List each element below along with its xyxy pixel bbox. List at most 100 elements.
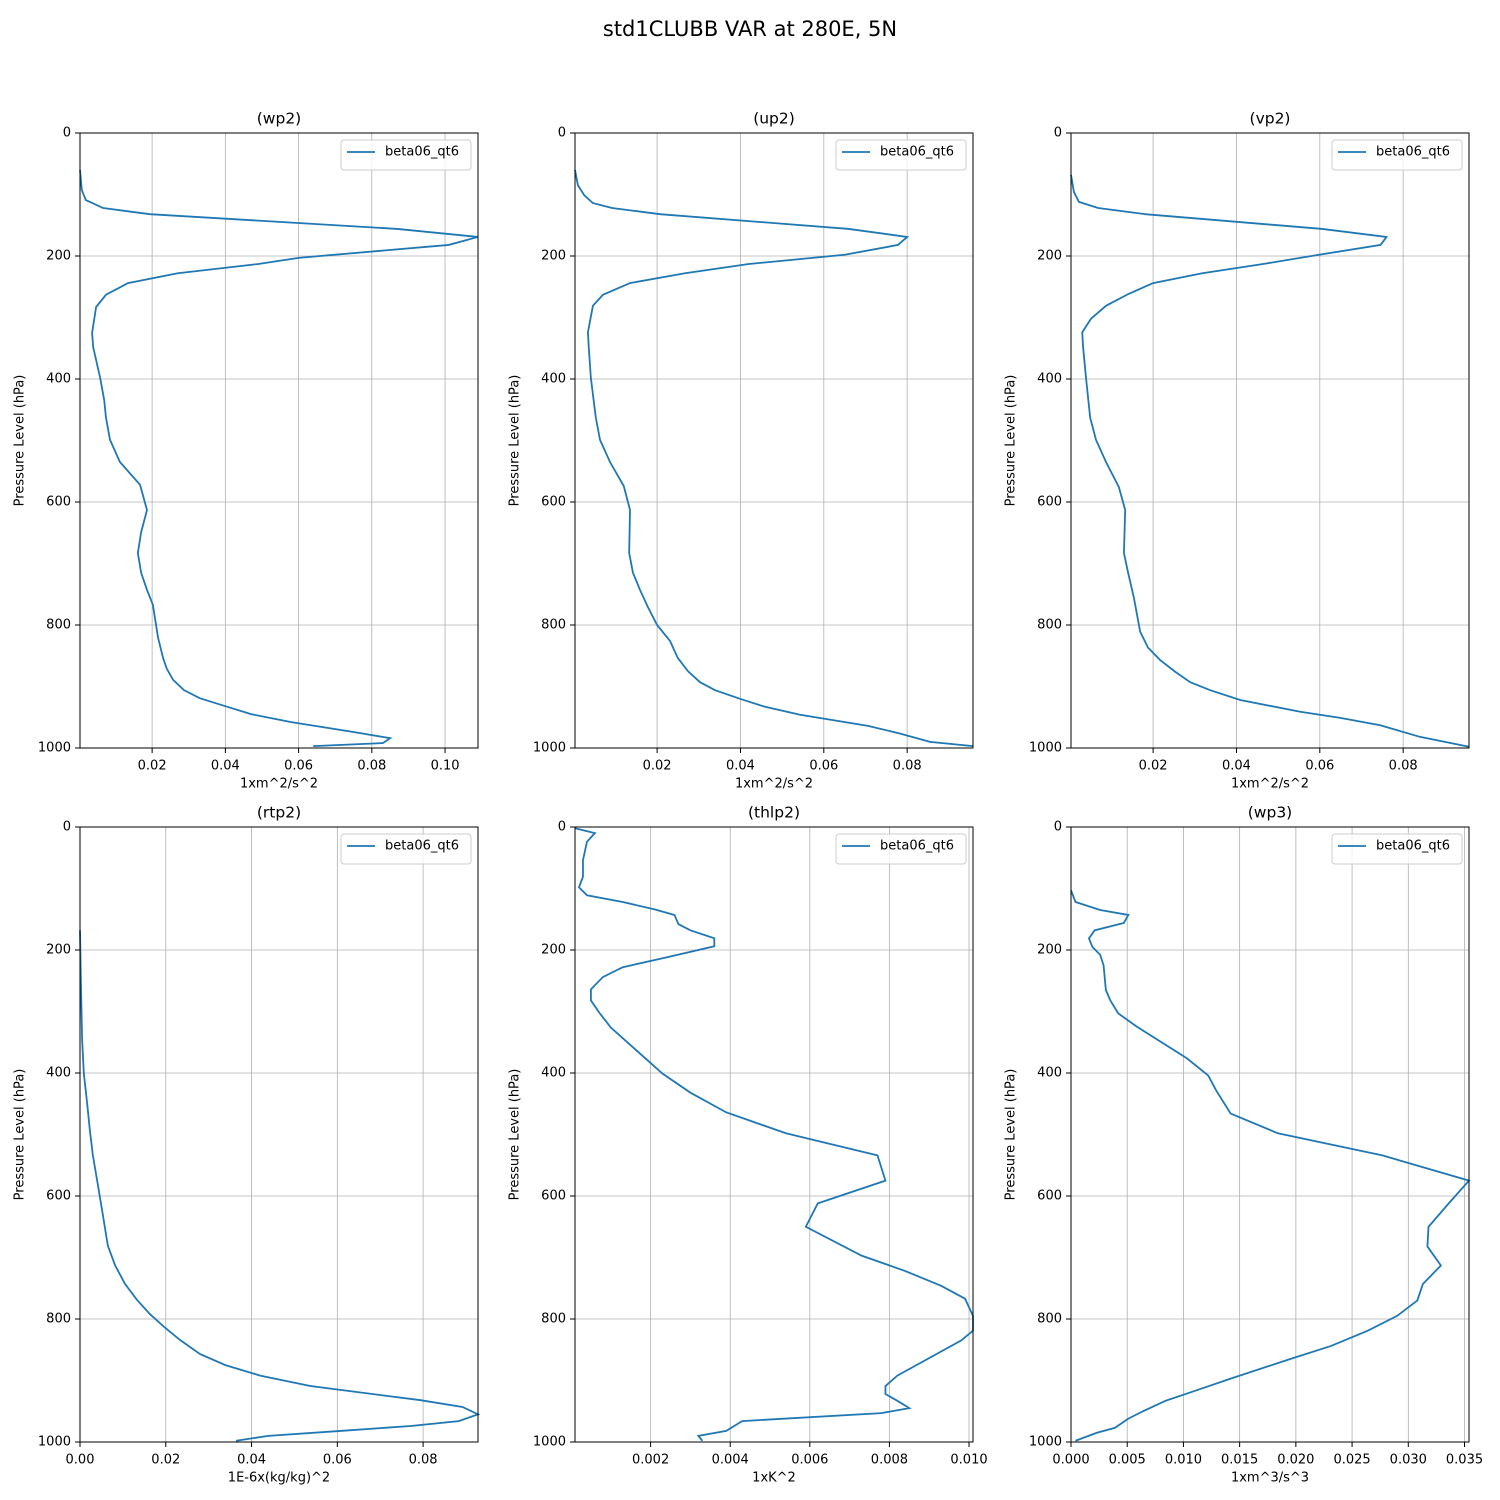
legend-label: beta06_qt6	[385, 839, 459, 854]
legend-label: beta06_qt6	[1376, 145, 1450, 160]
x-tick-label: 0.008	[871, 1453, 908, 1468]
x-tick-label: 0.025	[1333, 1453, 1370, 1468]
x-axis-label: 1xK^2	[752, 1471, 796, 1486]
y-tick-label: 400	[541, 1066, 566, 1081]
x-axis-label: 1xm^2/s^2	[1231, 777, 1309, 792]
data-line	[79, 930, 481, 1442]
figure-title: std1CLUBB VAR at 280E, 5N	[603, 17, 897, 41]
y-tick-label: 400	[1037, 1066, 1062, 1081]
y-tick-label: 0	[63, 126, 71, 141]
y-tick-label: 200	[541, 249, 566, 264]
y-axis-label: Pressure Level (hPa)	[13, 375, 28, 507]
x-tick-label: 0.04	[726, 759, 755, 774]
plot-frame	[574, 132, 974, 749]
y-tick-label: 0	[558, 126, 566, 141]
y-tick-label: 200	[46, 943, 71, 958]
subplot-title: (wp3)	[1248, 804, 1292, 822]
legend-box	[340, 139, 472, 171]
x-tick-label: 0.08	[1389, 759, 1418, 774]
legend-label: beta06_qt6	[880, 839, 954, 854]
x-tick-label: 0.06	[323, 1453, 352, 1468]
y-tick-label: 200	[1037, 249, 1062, 264]
x-tick-label: 0.06	[1305, 759, 1334, 774]
y-axis-label: Pressure Level (hPa)	[508, 375, 523, 507]
x-tick-label: 0.08	[893, 759, 922, 774]
y-tick-label: 0	[1054, 126, 1062, 141]
subplot-title: (vp2)	[1250, 110, 1291, 128]
x-axis-label: 1xm^2/s^2	[735, 777, 813, 792]
plot-frame	[1070, 826, 1470, 1443]
x-tick-label: 0.00	[66, 1453, 95, 1468]
x-tick-label: 0.02	[643, 759, 672, 774]
legend-box	[1331, 139, 1463, 171]
x-tick-label: 0.015	[1221, 1453, 1258, 1468]
x-axis-label: 1xm^3/s^3	[1231, 1471, 1309, 1486]
plot-frame	[79, 132, 479, 749]
plot-frame	[79, 826, 479, 1443]
y-tick-label: 600	[541, 1189, 566, 1204]
x-tick-label: 0.06	[809, 759, 838, 774]
y-axis-label: Pressure Level (hPa)	[508, 1069, 523, 1201]
y-axis-label: Pressure Level (hPa)	[13, 1069, 28, 1201]
y-axis-label: Pressure Level (hPa)	[1004, 1069, 1019, 1201]
y-tick-label: 200	[46, 249, 71, 264]
y-tick-label: 600	[46, 1189, 71, 1204]
legend-label: beta06_qt6	[1376, 839, 1450, 854]
y-tick-label: 200	[1037, 943, 1062, 958]
legend-box	[340, 833, 472, 865]
data-line	[1070, 890, 1471, 1442]
y-tick-label: 800	[1037, 1312, 1062, 1327]
y-tick-label: 800	[46, 618, 71, 633]
x-tick-label: 0.04	[237, 1453, 266, 1468]
data-line	[574, 827, 974, 1442]
y-tick-label: 0	[63, 820, 71, 835]
x-axis-label: 1E-6x(kg/kg)^2	[228, 1471, 330, 1486]
x-tick-label: 0.02	[138, 759, 167, 774]
y-tick-label: 1000	[38, 741, 71, 756]
x-tick-label: 0.004	[712, 1453, 749, 1468]
x-axis-label: 1xm^2/s^2	[240, 777, 318, 792]
data-line	[79, 169, 479, 748]
legend-box	[835, 139, 967, 171]
x-tick-label: 0.006	[791, 1453, 828, 1468]
subplot-title: (wp2)	[257, 110, 301, 128]
y-tick-label: 0	[558, 820, 566, 835]
plot-frame	[1070, 132, 1470, 749]
y-tick-label: 1000	[38, 1435, 71, 1450]
legend-label: beta06_qt6	[385, 145, 459, 160]
y-tick-label: 400	[541, 372, 566, 387]
x-tick-label: 0.02	[1139, 759, 1168, 774]
x-tick-label: 0.04	[211, 759, 240, 774]
x-tick-label: 0.035	[1446, 1453, 1483, 1468]
y-tick-label: 600	[46, 495, 71, 510]
y-tick-label: 1000	[1029, 741, 1062, 756]
x-tick-label: 0.030	[1390, 1453, 1427, 1468]
legend-box	[835, 833, 967, 865]
x-tick-label: 0.06	[284, 759, 313, 774]
y-tick-label: 600	[1037, 1189, 1062, 1204]
data-line	[1070, 174, 1470, 748]
data-line	[574, 169, 974, 748]
x-tick-label: 0.005	[1109, 1453, 1146, 1468]
y-tick-label: 1000	[1029, 1435, 1062, 1450]
y-tick-label: 600	[541, 495, 566, 510]
y-axis-label: Pressure Level (hPa)	[1004, 375, 1019, 507]
y-tick-label: 1000	[533, 1435, 566, 1450]
y-tick-label: 800	[541, 1312, 566, 1327]
y-tick-label: 800	[541, 618, 566, 633]
y-tick-label: 0	[1054, 820, 1062, 835]
x-tick-label: 0.02	[151, 1453, 180, 1468]
x-tick-label: 0.04	[1222, 759, 1251, 774]
y-tick-label: 200	[541, 943, 566, 958]
x-tick-label: 0.010	[1165, 1453, 1202, 1468]
x-tick-label: 0.010	[950, 1453, 987, 1468]
y-tick-label: 800	[46, 1312, 71, 1327]
legend-label: beta06_qt6	[880, 145, 954, 160]
y-tick-label: 400	[46, 1066, 71, 1081]
subplot-title: (rtp2)	[257, 804, 301, 822]
subplot-title: (thlp2)	[748, 804, 800, 822]
y-tick-label: 400	[1037, 372, 1062, 387]
y-tick-label: 400	[46, 372, 71, 387]
